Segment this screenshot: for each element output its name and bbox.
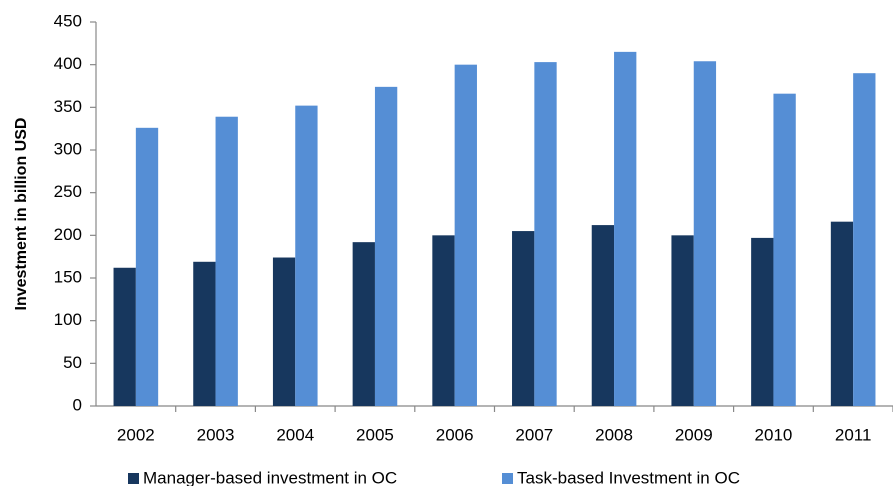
legend-swatch (128, 473, 139, 484)
bar (671, 235, 694, 406)
bar (295, 105, 318, 407)
bar (352, 242, 375, 406)
x-tick-label: 2002 (117, 425, 155, 444)
y-tick-label: 250 (54, 182, 82, 201)
y-tick-label: 450 (54, 11, 82, 30)
x-tick-label: 2008 (595, 425, 633, 444)
x-tick-label: 2011 (835, 425, 872, 444)
legend-swatch (502, 473, 513, 484)
y-tick-label: 400 (54, 54, 82, 73)
y-tick-label: 50 (63, 353, 82, 372)
y-tick-label: 300 (54, 139, 82, 158)
bar (432, 235, 455, 406)
bar (135, 127, 159, 407)
bar (534, 62, 557, 407)
x-tick-label: 2009 (675, 425, 713, 444)
bar (853, 73, 876, 406)
x-tick-label: 2007 (515, 425, 553, 444)
bar (272, 257, 296, 406)
bar (751, 237, 774, 406)
bar (454, 64, 477, 407)
x-tick-label: 2010 (755, 425, 793, 444)
y-tick-label: 200 (54, 225, 82, 244)
y-tick-label: 100 (54, 310, 82, 329)
bar (193, 261, 216, 406)
x-tick-label: 2005 (356, 425, 394, 444)
bar (614, 51, 637, 406)
bar (830, 221, 854, 406)
bar (512, 231, 535, 406)
bar (374, 86, 398, 406)
y-axis-title: Investment in billion USD (13, 118, 30, 311)
legend-label: Task-based Investment in OC (517, 468, 740, 486)
x-tick-label: 2004 (276, 425, 314, 444)
y-tick-label: 350 (54, 97, 82, 116)
bar (693, 61, 717, 407)
bar (773, 93, 796, 407)
y-tick-label: 150 (54, 267, 82, 286)
bar (113, 267, 136, 406)
legend-label: Manager-based investment in OC (143, 468, 397, 486)
x-tick-label: 2003 (197, 425, 235, 444)
bar (215, 116, 238, 406)
x-tick-label: 2006 (436, 425, 474, 444)
y-tick-label: 0 (73, 395, 82, 414)
bar (591, 225, 615, 406)
